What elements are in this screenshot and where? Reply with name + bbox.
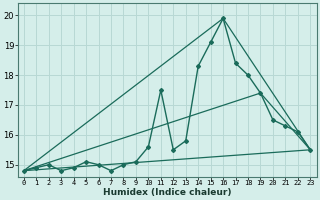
X-axis label: Humidex (Indice chaleur): Humidex (Indice chaleur) <box>103 188 231 197</box>
